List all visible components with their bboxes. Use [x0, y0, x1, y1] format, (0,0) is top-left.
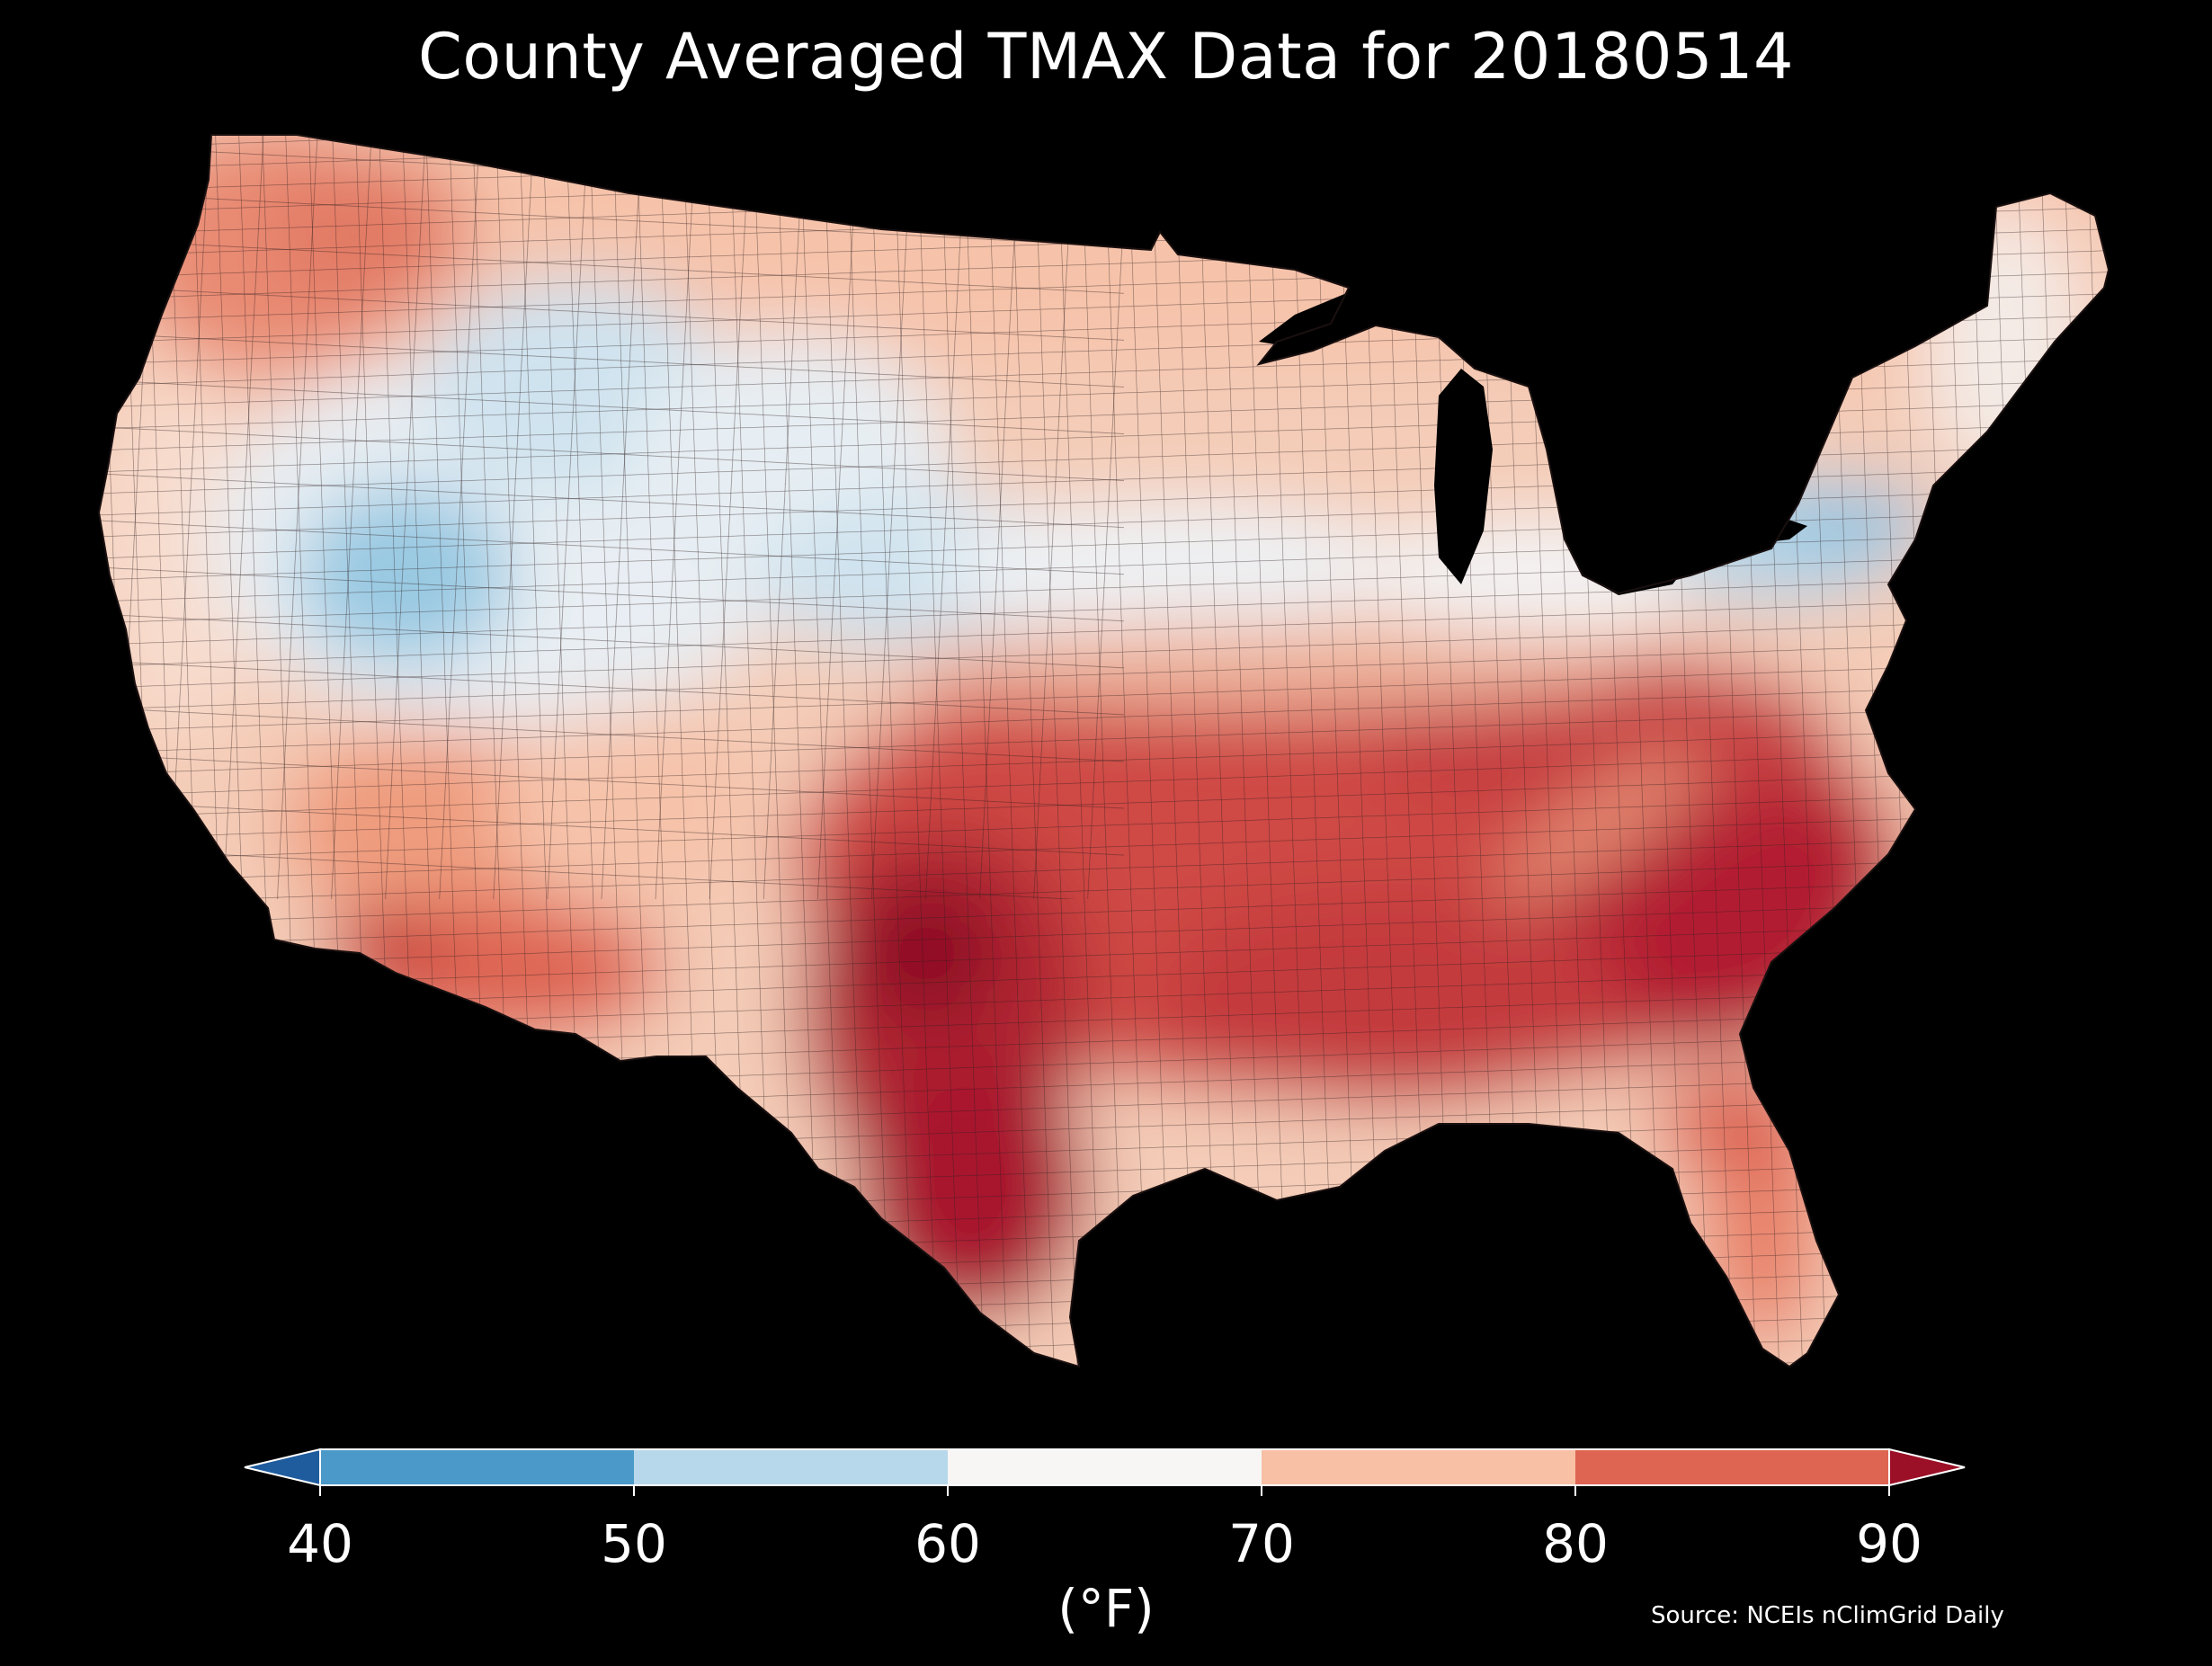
colorbar-bin-50-60: [634, 1449, 948, 1485]
colorbar-tick-80: 80: [1542, 1513, 1609, 1574]
colorbar-bin-70-80: [1262, 1449, 1575, 1485]
colorbar-tick-70: 70: [1228, 1513, 1295, 1574]
colorbar-tick-50: 50: [601, 1513, 667, 1574]
colorbar-extend-high: [1888, 1448, 1966, 1487]
colorbar-frame: [319, 1448, 1890, 1486]
source-note: Source: NCEIs nClimGrid Daily: [1651, 1602, 2004, 1629]
great-lakes: [1259, 279, 1807, 595]
colorbar-bin-60-70: [948, 1449, 1262, 1485]
colorbar-bin-40-50: [320, 1449, 634, 1485]
colorbar-unit-label: (°F): [1057, 1578, 1155, 1639]
colorbar-tick-60: 60: [914, 1513, 981, 1574]
colorbar-extend-low: [244, 1448, 321, 1487]
map-title: County Averaged TMAX Data for 20180514: [417, 20, 1795, 94]
colorbar-tick-40: 40: [287, 1513, 353, 1574]
colorbar-tick-90: 90: [1856, 1513, 1922, 1574]
us-outline: [97, 134, 2110, 1368]
colorbar-bin-80-90: [1575, 1449, 1889, 1485]
